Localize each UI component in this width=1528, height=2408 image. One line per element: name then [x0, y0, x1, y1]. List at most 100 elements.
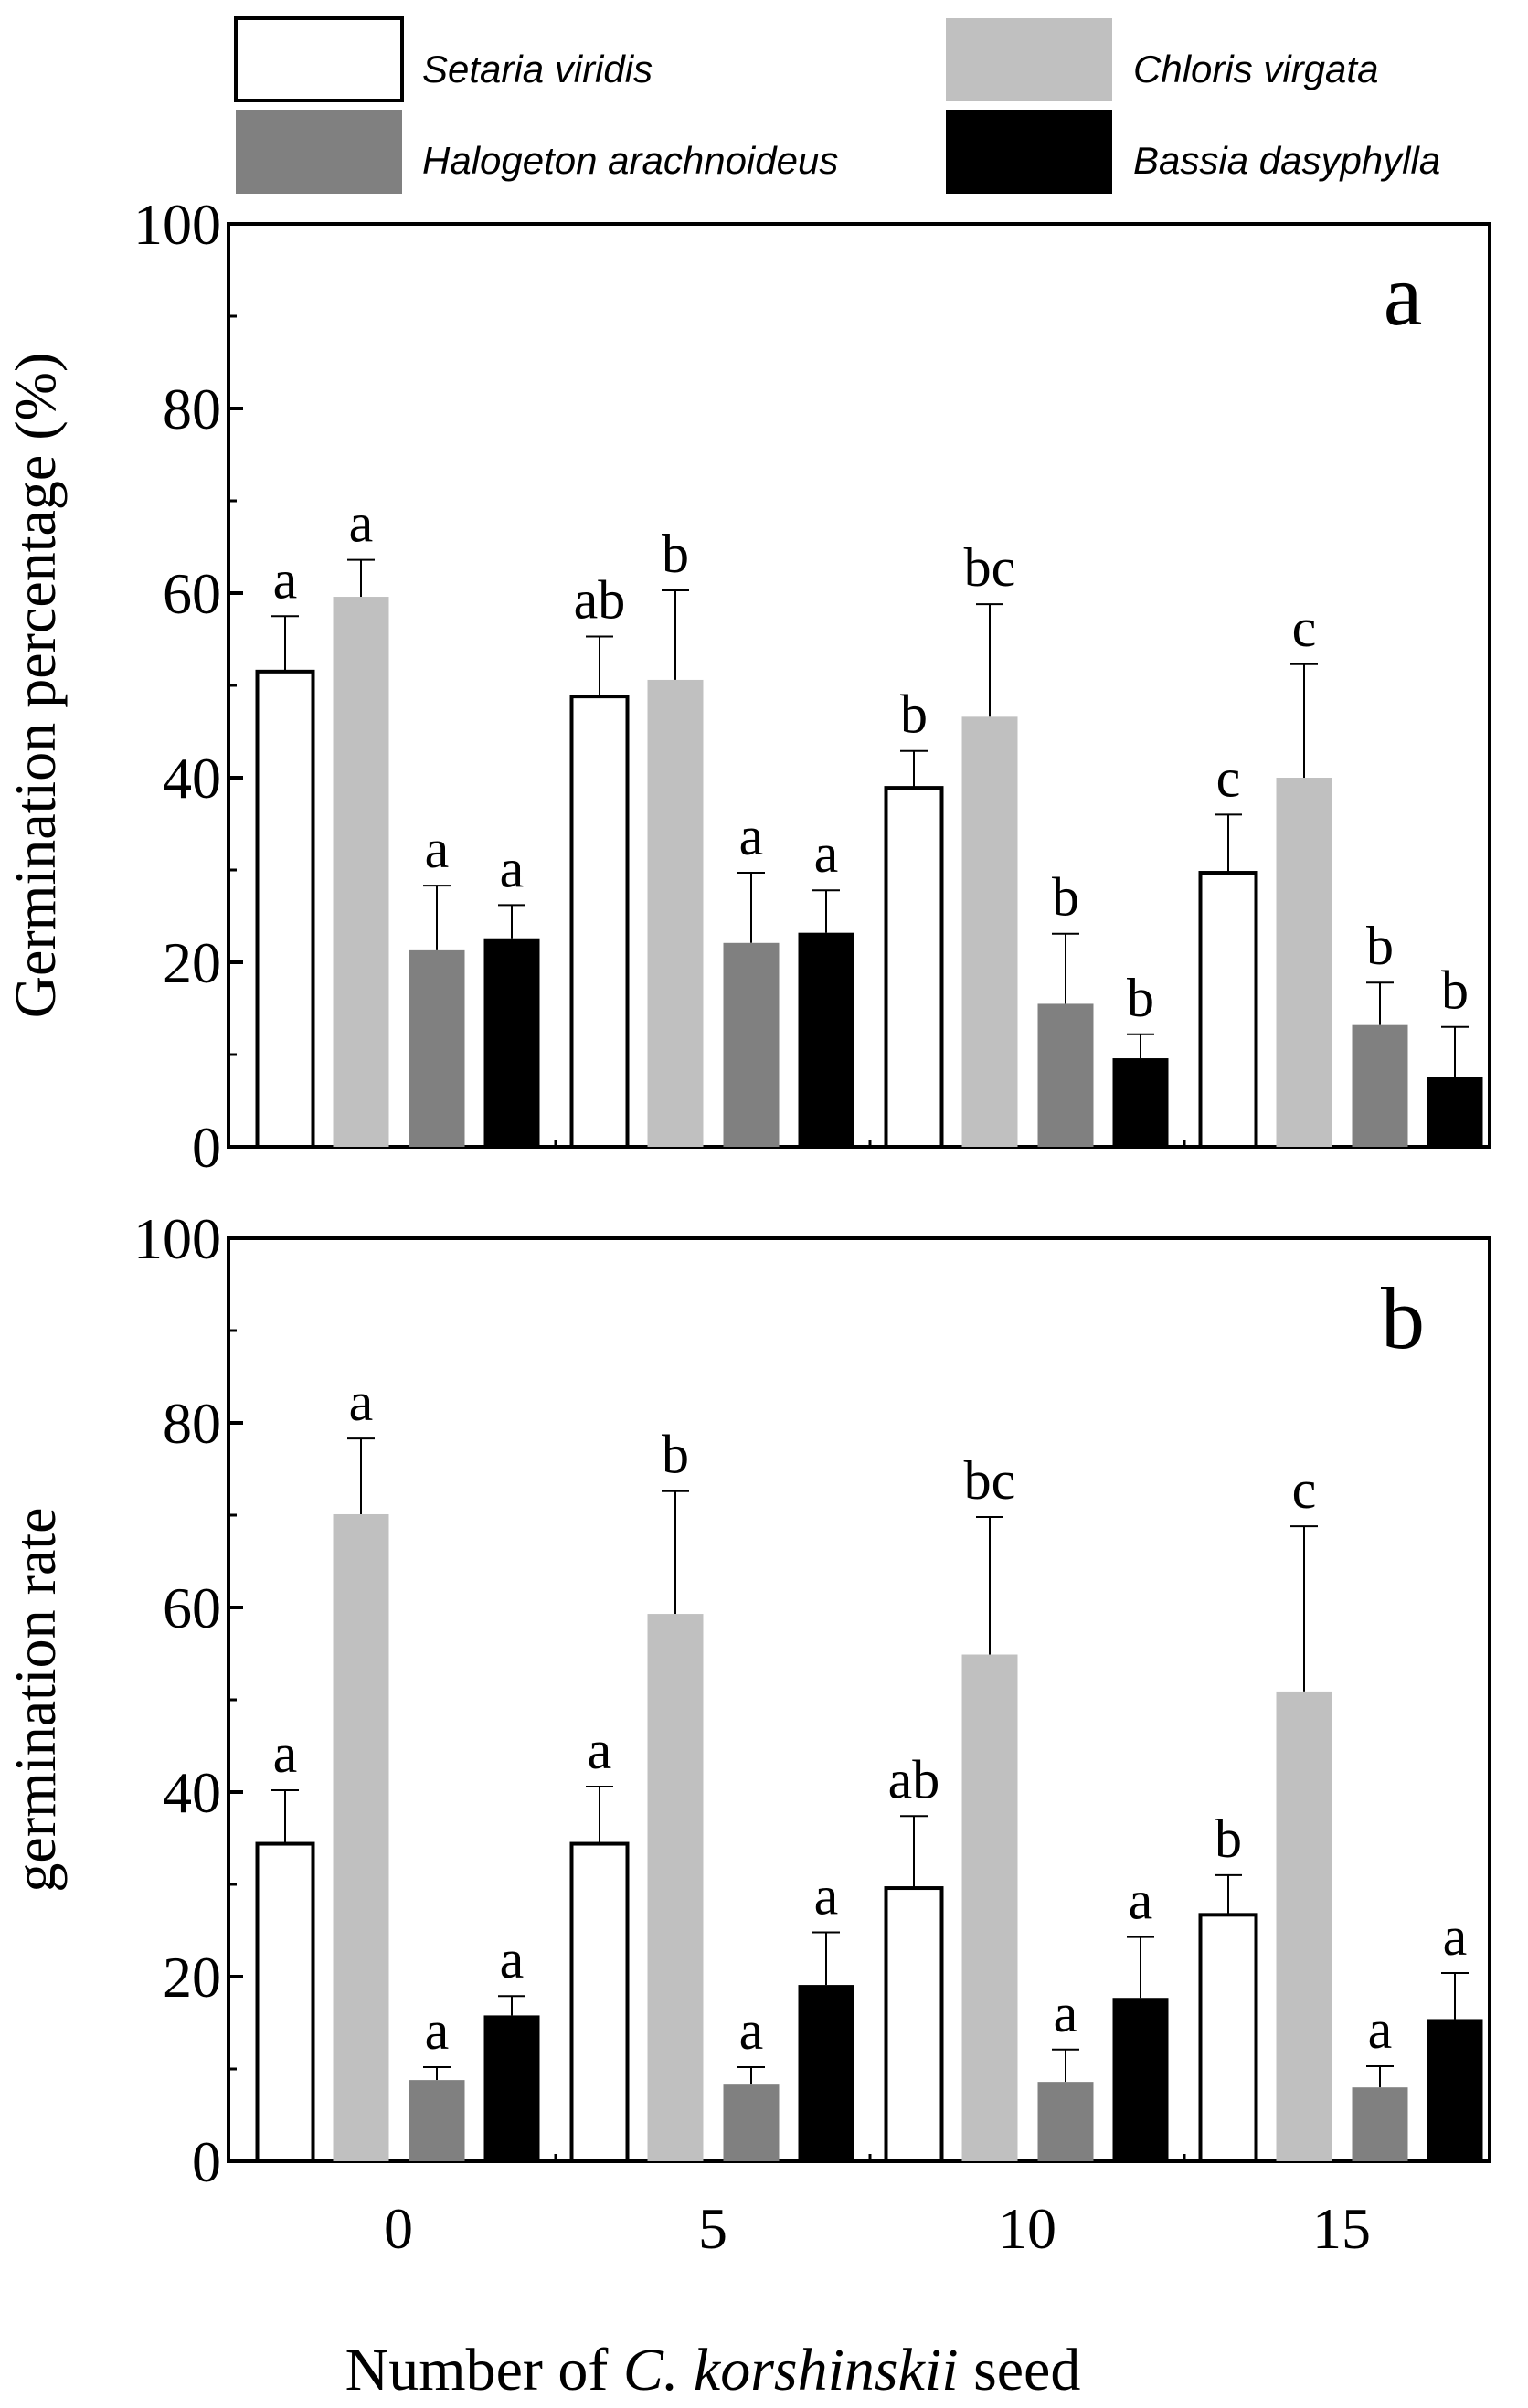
legend-item-chloris: Chloris virgata: [946, 18, 1378, 101]
bar-a-0-1: [569, 695, 630, 1149]
y-tick-label-b-40: 40: [163, 1760, 221, 1825]
bar-b-3-0: [483, 2015, 540, 2161]
bar-a-3-3: [1427, 1077, 1483, 1147]
significance-letter-b-0-3: b: [1215, 1809, 1242, 1869]
bar-a-2-3: [1352, 1024, 1408, 1147]
bar-b-0-2: [884, 1886, 944, 2164]
legend: Setaria viridis Chloris virgata Halogeto…: [234, 16, 1440, 194]
bar-b-1-3: [1276, 1691, 1332, 2161]
y-tick-label-b-60: 60: [163, 1575, 221, 1640]
legend-label-bassia: Bassia dasyphylla: [1133, 139, 1440, 182]
significance-letter-b-2-0: a: [425, 2000, 450, 2061]
y-tick-label-a-40: 40: [163, 746, 221, 811]
bar-b-0-1: [569, 1841, 630, 2164]
legend-label-setaria: Setaria viridis: [422, 48, 653, 90]
bar-a-2-2: [1037, 1003, 1094, 1147]
bar-a-2-1: [723, 942, 780, 1147]
y-tick-label-a-80: 80: [163, 377, 221, 441]
panel-b-chart: 020406080100aaaa0abaa5abbcaa10bcaa15bger…: [3, 1206, 1491, 2261]
y-tick-label-a-100: 100: [133, 192, 221, 257]
significance-letter-a-1-0: a: [349, 493, 374, 554]
y-tick-label-b-0: 0: [192, 2129, 221, 2194]
significance-letter-a-3-3: b: [1441, 960, 1469, 1021]
significance-letter-a-3-0: a: [500, 838, 525, 898]
bar-b-2-1: [723, 2084, 780, 2161]
x-tick-label-2: 10: [998, 2196, 1056, 2261]
legend-item-bassia: Bassia dasyphylla: [946, 110, 1440, 194]
bar-a-2-0: [409, 949, 465, 1147]
x-axis-title-prefix: Number of: [345, 2337, 623, 2403]
bar-a-0-3: [1198, 871, 1258, 1150]
bar-a-0-0: [255, 669, 315, 1149]
legend-label-chloris: Chloris virgata: [1133, 48, 1378, 90]
bar-a-1-2: [961, 716, 1018, 1147]
bar-b-3-3: [1427, 2019, 1483, 2161]
y-axis-title-a: Germination percentage (%): [3, 353, 68, 1019]
bar-a-1-1: [647, 679, 704, 1147]
panel-label-b: b: [1381, 1269, 1425, 1367]
significance-letter-a-1-3: c: [1292, 598, 1317, 658]
significance-letter-b-0-1: a: [588, 1720, 612, 1780]
bar-a-3-2: [1112, 1058, 1169, 1147]
bar-a-0-2: [884, 786, 944, 1149]
significance-letter-b-0-0: a: [273, 1724, 298, 1784]
significance-letter-b-3-3: a: [1443, 1906, 1468, 1967]
x-axis-title-italic: C. korshinskii: [623, 2337, 959, 2403]
bar-a-3-0: [483, 938, 540, 1147]
bar-b-1-1: [647, 1614, 704, 2161]
significance-letter-b-1-2: bc: [964, 1450, 1016, 1511]
significance-letter-b-1-1: b: [662, 1425, 689, 1485]
panel-label-a: a: [1384, 246, 1423, 344]
x-axis-title-suffix: seed: [959, 2337, 1081, 2403]
y-tick-label-a-60: 60: [163, 561, 221, 626]
bar-a-1-3: [1276, 778, 1332, 1147]
significance-letter-b-2-1: a: [739, 2000, 764, 2061]
x-tick-label-0: 0: [384, 2196, 413, 2261]
legend-label-halogeton: Halogeton arachnoideus: [422, 139, 838, 182]
legend-item-setaria: Setaria viridis: [234, 16, 653, 102]
significance-letter-a-3-2: b: [1127, 968, 1154, 1028]
significance-letter-b-1-0: a: [349, 1372, 374, 1432]
y-axis-title-b: germination rate: [3, 1507, 68, 1892]
significance-letter-b-2-2: a: [1054, 1983, 1078, 2043]
significance-letter-b-0-2: ab: [888, 1749, 940, 1809]
legend-swatch-bassia: [946, 110, 1112, 194]
bar-a-1-0: [333, 597, 389, 1147]
x-tick-label-1: 5: [698, 2196, 727, 2261]
significance-letter-a-1-2: bc: [964, 537, 1016, 598]
significance-letter-b-3-2: a: [1129, 1871, 1153, 1931]
bar-b-0-0: [255, 1841, 315, 2164]
bar-a-3-1: [798, 932, 854, 1147]
bar-b-2-3: [1352, 2087, 1408, 2161]
bar-b-0-3: [1198, 1913, 1258, 2164]
y-tick-label-b-20: 20: [163, 1945, 221, 2010]
significance-letter-a-2-3: b: [1366, 916, 1394, 976]
legend-swatch-chloris: [946, 18, 1112, 101]
significance-letter-a-2-1: a: [739, 806, 764, 866]
bar-b-1-0: [333, 1513, 389, 2161]
significance-letter-a-2-2: b: [1052, 867, 1079, 928]
significance-letter-b-2-3: a: [1368, 2000, 1393, 2060]
significance-letter-b-3-0: a: [500, 1929, 525, 1989]
significance-letter-a-0-0: a: [273, 549, 298, 610]
significance-letter-a-0-2: b: [900, 684, 928, 745]
y-tick-label-a-0: 0: [192, 1115, 221, 1180]
significance-letter-a-3-1: a: [814, 823, 839, 884]
bar-b-3-2: [1112, 1998, 1169, 2161]
y-tick-label-b-80: 80: [163, 1391, 221, 1456]
significance-letter-a-0-3: c: [1216, 748, 1241, 808]
significance-letter-a-2-0: a: [425, 819, 450, 879]
y-tick-label-a-20: 20: [163, 930, 221, 995]
bar-b-3-1: [798, 1985, 854, 2161]
legend-item-halogeton: Halogeton arachnoideus: [236, 110, 838, 194]
significance-letter-b-1-3: c: [1292, 1459, 1317, 1520]
legend-swatch-halogeton: [236, 110, 402, 194]
x-axis-title: Number of C. korshinskii seed: [345, 2337, 1081, 2403]
significance-letter-a-0-1: ab: [574, 569, 626, 630]
legend-swatch-setaria: [234, 16, 404, 102]
y-tick-label-b-100: 100: [133, 1206, 221, 1271]
bar-b-1-2: [961, 1654, 1018, 2161]
bar-b-2-2: [1037, 2082, 1094, 2161]
